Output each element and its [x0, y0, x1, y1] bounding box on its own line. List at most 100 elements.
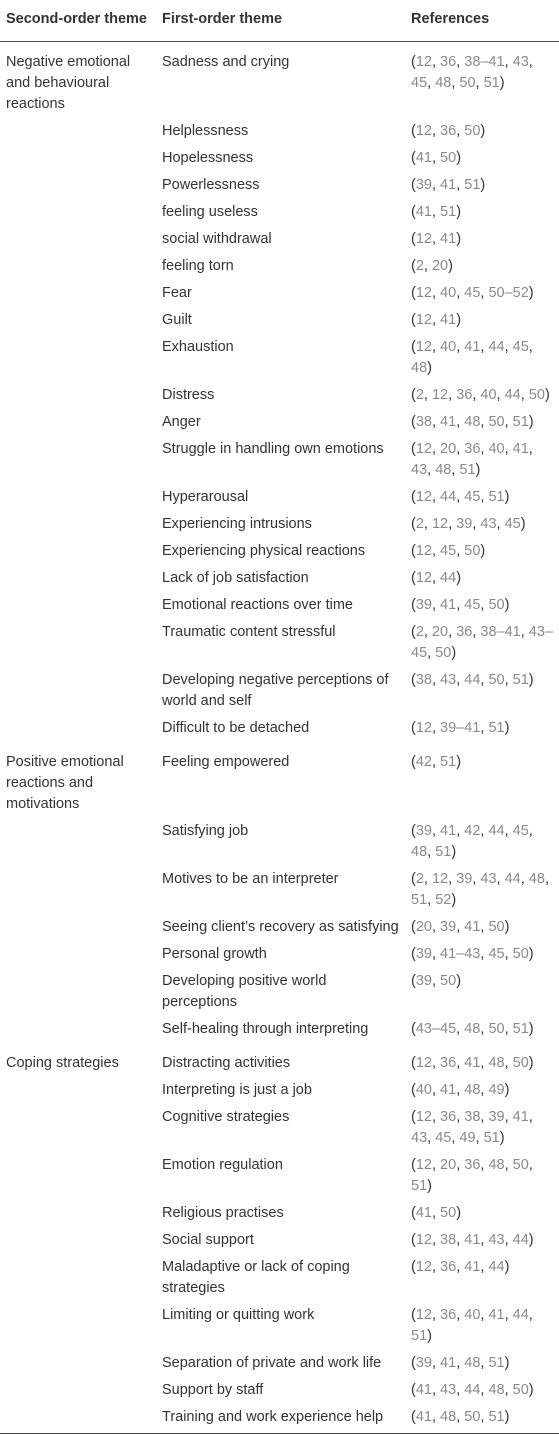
reference-number[interactable]: 50: [464, 1409, 481, 1425]
reference-number[interactable]: 51: [440, 754, 457, 770]
reference-number[interactable]: 44: [488, 1259, 505, 1275]
reference-number[interactable]: 36: [440, 1307, 457, 1323]
reference-number[interactable]: 45: [411, 75, 428, 91]
reference-number[interactable]: 12: [415, 285, 432, 301]
reference-number[interactable]: 36: [440, 1259, 457, 1275]
reference-number[interactable]: 40: [480, 387, 497, 403]
reference-number[interactable]: 41: [464, 1232, 481, 1248]
reference-number[interactable]: 43–45: [411, 624, 553, 661]
reference-number[interactable]: 50: [440, 973, 457, 989]
reference-number[interactable]: 12: [415, 570, 432, 586]
reference-number[interactable]: 41: [440, 414, 457, 430]
reference-number[interactable]: 43: [488, 1232, 505, 1248]
reference-number[interactable]: 38: [415, 672, 432, 688]
reference-number[interactable]: 48: [411, 360, 428, 376]
reference-number[interactable]: 44: [488, 339, 505, 355]
reference-number[interactable]: 36: [440, 54, 457, 70]
reference-number[interactable]: 41: [440, 597, 457, 613]
reference-number[interactable]: 36: [440, 1109, 457, 1125]
reference-number[interactable]: 41: [440, 312, 457, 328]
reference-number[interactable]: 43: [411, 462, 428, 478]
reference-number[interactable]: 39: [415, 1355, 432, 1371]
reference-number[interactable]: 48: [528, 871, 545, 887]
reference-number[interactable]: 43: [440, 1382, 457, 1398]
reference-number[interactable]: 51: [488, 1355, 505, 1371]
reference-number[interactable]: 45: [464, 489, 481, 505]
reference-number[interactable]: 41: [464, 919, 481, 935]
reference-number[interactable]: 43: [411, 1130, 428, 1146]
reference-number[interactable]: 50: [512, 1055, 529, 1071]
reference-number[interactable]: 50: [464, 123, 481, 139]
reference-number[interactable]: 40: [415, 1082, 432, 1098]
reference-number[interactable]: 44: [464, 1382, 481, 1398]
reference-number[interactable]: 40: [464, 1307, 481, 1323]
reference-number[interactable]: 48: [435, 462, 452, 478]
reference-number[interactable]: 41: [415, 150, 432, 166]
reference-number[interactable]: 51: [488, 720, 505, 736]
reference-number[interactable]: 12: [415, 54, 432, 70]
reference-number[interactable]: 36: [464, 441, 481, 457]
reference-number[interactable]: 12: [415, 339, 432, 355]
reference-number[interactable]: 12: [431, 871, 449, 887]
reference-number[interactable]: 48: [488, 1055, 505, 1071]
reference-number[interactable]: 39: [415, 823, 432, 839]
reference-number[interactable]: 51: [435, 844, 452, 860]
reference-number[interactable]: 2: [415, 258, 424, 274]
reference-number[interactable]: 45: [464, 597, 481, 613]
reference-number[interactable]: 2: [415, 387, 424, 403]
reference-number[interactable]: 39: [456, 516, 473, 532]
reference-number[interactable]: 48: [435, 75, 452, 91]
reference-number[interactable]: 12: [415, 489, 432, 505]
reference-number[interactable]: 39: [488, 1109, 505, 1125]
reference-number[interactable]: 50: [440, 1205, 457, 1221]
reference-number[interactable]: 41: [415, 1382, 432, 1398]
reference-number[interactable]: 12: [415, 543, 432, 559]
reference-number[interactable]: 38: [440, 1232, 457, 1248]
reference-number[interactable]: 50: [512, 1157, 529, 1173]
reference-number[interactable]: 51: [411, 1178, 428, 1194]
reference-number[interactable]: 12: [415, 1232, 432, 1248]
reference-number[interactable]: 41: [464, 1259, 481, 1275]
reference-number[interactable]: 48: [488, 1157, 505, 1173]
reference-number[interactable]: 41: [415, 204, 432, 220]
reference-number[interactable]: 45: [440, 543, 457, 559]
reference-number[interactable]: 41: [440, 177, 457, 193]
reference-number[interactable]: 40: [488, 441, 505, 457]
reference-number[interactable]: 20: [431, 624, 449, 640]
reference-number[interactable]: 36: [464, 1157, 481, 1173]
reference-number[interactable]: 20: [415, 919, 432, 935]
reference-number[interactable]: 45: [435, 1130, 452, 1146]
reference-number[interactable]: 42: [464, 823, 481, 839]
reference-number[interactable]: 44: [464, 672, 481, 688]
reference-number[interactable]: 50: [488, 672, 505, 688]
reference-number[interactable]: 41: [512, 1109, 529, 1125]
reference-number[interactable]: 12: [415, 441, 432, 457]
reference-number[interactable]: 51: [488, 489, 505, 505]
reference-number[interactable]: 50: [459, 75, 476, 91]
reference-number[interactable]: 12: [415, 1307, 432, 1323]
reference-number[interactable]: 12: [415, 123, 432, 139]
reference-number[interactable]: 43: [440, 672, 457, 688]
reference-number[interactable]: 44: [440, 570, 457, 586]
reference-number[interactable]: 39: [415, 177, 432, 193]
reference-number[interactable]: 36: [440, 123, 457, 139]
reference-number[interactable]: 50–52: [488, 285, 529, 301]
reference-number[interactable]: 50: [440, 150, 457, 166]
reference-number[interactable]: 43: [512, 54, 529, 70]
reference-number[interactable]: 2: [415, 871, 424, 887]
reference-number[interactable]: 41: [415, 1205, 432, 1221]
reference-number[interactable]: 50: [488, 414, 505, 430]
reference-number[interactable]: 41: [415, 1409, 432, 1425]
reference-number[interactable]: 50: [488, 597, 505, 613]
reference-number[interactable]: 43: [480, 871, 497, 887]
reference-number[interactable]: 12: [415, 1109, 432, 1125]
reference-number[interactable]: 42: [415, 754, 432, 770]
reference-number[interactable]: 39: [456, 871, 473, 887]
reference-number[interactable]: 12: [415, 720, 432, 736]
reference-number[interactable]: 48: [464, 1355, 481, 1371]
reference-number[interactable]: 20: [431, 258, 449, 274]
reference-number[interactable]: 40: [440, 285, 457, 301]
reference-number[interactable]: 45: [464, 285, 481, 301]
reference-number[interactable]: 48: [411, 844, 428, 860]
reference-number[interactable]: 41: [440, 823, 457, 839]
